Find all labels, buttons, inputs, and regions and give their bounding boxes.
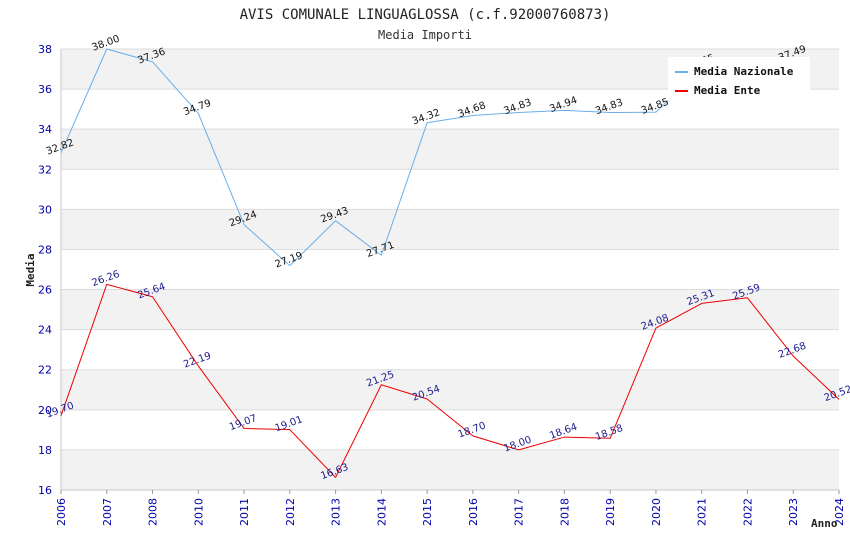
y-tick-label: 30 [38, 203, 52, 216]
legend: Media Nazionale Media Ente [668, 57, 810, 101]
y-tick-label: 20 [38, 404, 52, 417]
data-label: 22.68 [777, 341, 808, 361]
data-label: 19.07 [228, 413, 259, 433]
y-tick-label: 38 [38, 43, 52, 56]
x-tick-label: 2015 [421, 498, 434, 526]
y-axis-ticks: 16 18 20 22 24 26 28 30 32 34 36 38 [38, 43, 52, 497]
data-label: 18.70 [457, 420, 488, 440]
y-tick-label: 28 [38, 243, 52, 256]
grid-band [61, 369, 839, 410]
y-axis-label: Media [24, 253, 37, 286]
grid-band [61, 449, 839, 490]
y-tick-label: 22 [38, 364, 52, 377]
y-tick-label: 24 [38, 324, 52, 337]
data-label: 34.83 [502, 97, 533, 117]
y-tick-label: 26 [38, 284, 52, 297]
data-label: 34.83 [594, 97, 625, 117]
x-tick-label: 2010 [192, 498, 205, 526]
legend-label-media-nazionale: Media Nazionale [694, 65, 794, 78]
y-tick-label: 18 [38, 444, 52, 457]
axes [60, 49, 840, 494]
legend-box [668, 57, 810, 101]
y-tick-label: 34 [38, 123, 52, 136]
data-label: 18.58 [594, 423, 625, 443]
x-tick-label: 2016 [467, 498, 480, 526]
y-tick-label: 36 [38, 83, 52, 96]
y-tick-label: 16 [38, 484, 52, 497]
x-tick-label: 2019 [604, 498, 617, 526]
chart-title: AVIS COMUNALE LINGUAGLOSSA (c.f.92000760… [240, 7, 611, 23]
series-group [60, 48, 840, 478]
series-line-media-ente [60, 283, 840, 478]
x-tick-label: 2017 [513, 498, 526, 526]
x-tick-label: 2020 [650, 498, 663, 526]
data-label: 34.94 [548, 95, 579, 115]
x-tick-label: 2014 [375, 498, 388, 526]
grid-band [61, 129, 839, 170]
x-axis-label: Anno [811, 517, 838, 530]
gridlines [61, 48, 839, 491]
x-tick-label: 2021 [696, 498, 709, 526]
x-tick-label: 2018 [558, 498, 571, 526]
chart-subtitle: Media Importi [378, 28, 472, 42]
x-tick-label: 2011 [238, 498, 251, 526]
data-label: 27.19 [274, 250, 305, 270]
data-label: 22.19 [182, 351, 213, 371]
y-tick-label: 32 [38, 163, 52, 176]
data-label: 19.01 [274, 414, 305, 434]
x-tick-label: 2006 [55, 498, 68, 526]
x-tick-label: 2024 [833, 498, 846, 526]
background-bands [61, 49, 839, 490]
x-tick-label: 2022 [741, 498, 754, 526]
data-label: 34.68 [457, 100, 488, 120]
x-tick-label: 2008 [147, 498, 160, 526]
legend-label-media-ente: Media Ente [694, 84, 761, 97]
x-axis-ticks: 2006 2007 2008 2010 2011 2012 2013 2014 2015 2016… [55, 498, 846, 526]
x-tick-label: 2023 [787, 498, 800, 526]
data-label: 34.85 [640, 97, 671, 117]
grid-band [61, 289, 839, 330]
x-tick-label: 2007 [101, 498, 114, 526]
grid-band [61, 209, 839, 250]
x-tick-label: 2013 [330, 498, 343, 526]
x-tick-label: 2012 [284, 498, 297, 526]
data-label: 18.64 [548, 422, 579, 442]
